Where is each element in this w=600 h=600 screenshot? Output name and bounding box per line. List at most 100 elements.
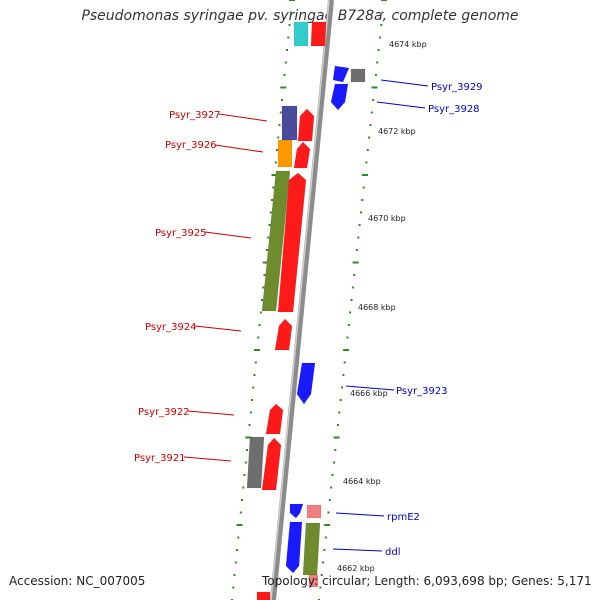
tick-mark [381, 0, 387, 1]
tick-mark [234, 561, 237, 564]
tick-mark [261, 299, 263, 301]
kbp-label: 4670 kbp [368, 214, 406, 223]
feature-red[interactable] [256, 591, 271, 600]
tick-mark [320, 574, 323, 576]
tick-mark [269, 211, 272, 214]
tick-mark [332, 461, 335, 464]
tick-mark [262, 286, 265, 289]
tick-mark [343, 361, 346, 364]
tick-mark [254, 361, 257, 364]
tick-mark [266, 249, 268, 251]
feature-red[interactable] [310, 21, 327, 47]
feature-psyr-3928[interactable] [330, 83, 349, 111]
tick-mark [353, 274, 356, 276]
kbp-label: 4674 kbp [389, 40, 427, 49]
tick-mark [288, 24, 291, 26]
feature-psyr-3924[interactable] [274, 318, 293, 351]
tick-mark [376, 61, 379, 64]
tick-mark [339, 399, 342, 401]
gene-label[interactable]: Psyr_3923 [396, 386, 448, 397]
genome-backbone-highlight [270, 0, 330, 600]
feature-psyr-3921[interactable] [246, 436, 265, 489]
tick-mark [369, 124, 372, 126]
feature-psyr-3925[interactable] [261, 170, 291, 312]
tick-mark [253, 374, 256, 376]
feature-blue[interactable] [289, 503, 304, 519]
feature-cyan[interactable] [293, 21, 309, 47]
tick-mark [277, 136, 280, 139]
tick-mark [350, 299, 353, 301]
feature-olive[interactable] [302, 522, 321, 576]
feature-pink[interactable] [308, 574, 319, 588]
feature-blue[interactable] [332, 65, 350, 83]
tick-mark [263, 274, 266, 276]
tick-mark [337, 424, 339, 426]
gene-label[interactable]: Psyr_3927 [169, 110, 221, 121]
tick-mark [333, 436, 340, 439]
feature-red[interactable] [277, 172, 307, 313]
feature-psyr-3923[interactable] [296, 362, 316, 405]
tick-mark [355, 249, 358, 251]
tick-mark [258, 324, 261, 326]
tick-mark [286, 49, 288, 51]
genome-backbone [270, 0, 334, 600]
tick-mark [380, 24, 383, 26]
tick-mark [330, 486, 333, 489]
gene-label[interactable]: Psyr_3922 [138, 407, 190, 418]
tick-mark [243, 474, 246, 476]
tick-mark [241, 499, 243, 501]
tick-mark [287, 36, 290, 39]
tick-mark [343, 349, 350, 351]
tick-mark [268, 224, 271, 226]
tick-mark [327, 511, 330, 514]
feature-psyr-3929[interactable] [350, 68, 366, 83]
tick-mark [381, 11, 384, 14]
feature-red[interactable] [293, 141, 311, 169]
tick-mark [279, 111, 282, 114]
scale-ticks [231, 0, 387, 600]
feature-psyr-3927[interactable] [281, 105, 298, 141]
tick-mark [338, 411, 341, 414]
gene-label[interactable]: ddl [385, 547, 400, 558]
gene-label[interactable]: Psyr_3929 [431, 82, 483, 93]
feature-red[interactable] [261, 437, 282, 491]
tick-mark [242, 486, 245, 489]
tick-mark [272, 186, 275, 189]
tick-mark [365, 161, 368, 164]
feature-psyr-3922[interactable] [265, 403, 284, 435]
tick-mark [244, 461, 247, 464]
gene-label[interactable]: rpmE2 [387, 512, 420, 523]
tick-mark [368, 136, 371, 139]
tick-mark [274, 161, 277, 164]
gene-label[interactable]: Psyr_3926 [165, 140, 217, 151]
tick-mark [289, 0, 295, 1]
tick-mark [341, 386, 343, 389]
gene-label[interactable]: Psyr_3928 [428, 104, 480, 115]
tick-mark [289, 11, 292, 14]
tick-mark [281, 99, 283, 101]
tick-mark [271, 199, 273, 201]
tick-mark [322, 561, 325, 564]
accession-text: Accession: NC_007005 [9, 574, 146, 588]
tick-mark [352, 261, 359, 264]
tick-mark [366, 149, 369, 151]
gene-label[interactable]: Psyr_3924 [145, 322, 197, 333]
left-gene-labels: Psyr_3927 Psyr_3926 Psyr_3925 Psyr_3924 … [134, 110, 221, 464]
tick-mark [284, 61, 287, 64]
feature-ddl[interactable] [285, 521, 303, 574]
feature-psyr-3926[interactable] [277, 139, 293, 168]
tick-mark [372, 99, 375, 101]
feature-rpme2[interactable] [306, 504, 322, 519]
kbp-label: 4662 kbp [337, 564, 375, 573]
tick-mark [271, 174, 278, 176]
tick-mark [323, 549, 326, 551]
feature-red[interactable] [297, 108, 315, 142]
tick-mark [248, 424, 251, 426]
gene-label[interactable]: Psyr_3925 [155, 228, 207, 239]
gene-label[interactable]: Psyr_3921 [134, 453, 186, 464]
tick-mark [280, 86, 287, 89]
tick-mark [252, 386, 255, 389]
tick-mark [378, 36, 381, 39]
